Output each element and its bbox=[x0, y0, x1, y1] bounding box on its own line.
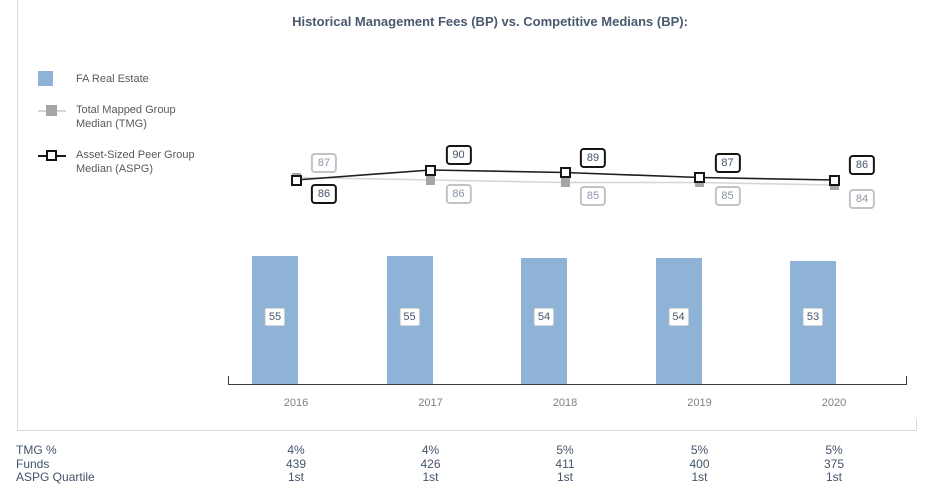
legend-label: FA Real Estate bbox=[76, 73, 149, 85]
stats-cell: 5% bbox=[690, 443, 709, 457]
bar-value-label: 54 bbox=[668, 308, 689, 326]
stats-cell: 1st bbox=[556, 470, 574, 484]
aspg-marker bbox=[559, 167, 571, 178]
stats-row-label: Funds bbox=[16, 456, 50, 471]
stats-cell: 5% bbox=[556, 443, 574, 457]
x-axis-label-2018: 2018 bbox=[552, 397, 578, 409]
stats-cell: 1st bbox=[691, 470, 708, 484]
aspg-line-marker-icon bbox=[38, 149, 66, 162]
x-axis-label-2020: 2020 bbox=[821, 397, 847, 409]
tmg-line-marker-icon bbox=[38, 104, 66, 117]
aspg-marker bbox=[694, 172, 705, 183]
x-axis-label-2016: 2016 bbox=[283, 397, 309, 409]
aspg-value-label: 87 bbox=[714, 152, 741, 173]
tmg-value-label: 84 bbox=[848, 188, 876, 209]
stats-cell: 439 bbox=[285, 456, 307, 471]
stats-row-label: TMG % bbox=[16, 443, 57, 457]
legend-item-fa-real-estate: FA Real Estate bbox=[38, 71, 195, 86]
stats-cell: 5% bbox=[825, 443, 843, 457]
tmg-value-label: 85 bbox=[714, 186, 741, 206]
bar-value-label: 55 bbox=[399, 308, 420, 326]
legend-item-tmg-median: Total Mapped Group Median (TMG) bbox=[38, 103, 195, 131]
chart-legend: FA Real Estate Total Mapped Group Median… bbox=[38, 71, 195, 193]
stats-table: TMG % 4% 4% 5% 5% 5% Funds 439 426 411 400 375 ASPG … bbox=[0, 443, 935, 484]
chart-panel-border-stub bbox=[916, 419, 917, 430]
stats-row-label: ASPG Quartile bbox=[16, 470, 95, 484]
bar-value-label: 53 bbox=[802, 308, 824, 326]
aspg-value-label: 89 bbox=[579, 147, 607, 168]
stats-cell: 4% bbox=[421, 443, 440, 457]
tmg-marker bbox=[560, 178, 570, 187]
bar-value-label: 55 bbox=[264, 308, 286, 326]
stats-cell: 426 bbox=[420, 456, 441, 471]
stats-cell: 1st bbox=[825, 470, 843, 484]
tmg-value-label: 87 bbox=[310, 152, 338, 173]
aspg-marker bbox=[828, 174, 840, 186]
x-axis-label-2017: 2017 bbox=[418, 397, 443, 409]
stats-cell: 375 bbox=[823, 456, 845, 471]
stats-cell: 1st bbox=[287, 470, 305, 484]
legend-item-aspg-median: Asset-Sized Peer Group Median (ASPG) bbox=[38, 148, 195, 176]
legend-label: Asset-Sized Peer Group Median (ASPG) bbox=[76, 149, 195, 175]
aspg-value-label: 86 bbox=[310, 183, 338, 204]
aspg-marker bbox=[290, 174, 302, 186]
stats-cell: 400 bbox=[689, 456, 710, 471]
tmg-value-label: 85 bbox=[579, 186, 607, 206]
stats-row-aspg-quartile: ASPG Quartile 1st 1st 1st 1st 1st bbox=[0, 470, 935, 484]
stats-cell: 1st bbox=[422, 470, 439, 484]
tmg-value-label: 86 bbox=[445, 183, 472, 204]
aspg-marker bbox=[425, 164, 436, 176]
stats-cell: 4% bbox=[287, 443, 305, 457]
stats-row-tmg-: TMG % 4% 4% 5% 5% 5% bbox=[0, 443, 935, 457]
stats-cell: 411 bbox=[555, 456, 575, 471]
tmg-marker bbox=[426, 175, 435, 185]
bar-value-label: 54 bbox=[533, 308, 555, 326]
x-axis bbox=[228, 376, 907, 385]
aspg-value-label: 86 bbox=[848, 155, 876, 175]
bar-swatch-icon bbox=[38, 71, 53, 86]
x-axis-label-2019: 2019 bbox=[687, 397, 712, 409]
chart-title: Historical Management Fees (BP) vs. Comp… bbox=[292, 14, 688, 29]
stats-row-funds: Funds 439 426 411 400 375 bbox=[0, 457, 935, 471]
aspg-value-label: 90 bbox=[445, 145, 472, 165]
chart-panel bbox=[17, 0, 917, 431]
legend-label: Total Mapped Group Median (TMG) bbox=[76, 104, 176, 130]
